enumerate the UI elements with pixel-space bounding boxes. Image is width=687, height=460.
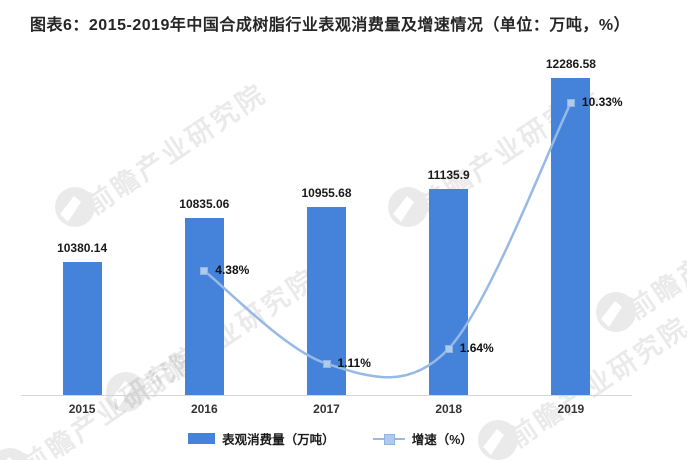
legend: 表观消费量（万吨） 增速（%） [0, 429, 674, 448]
line-marker [444, 344, 453, 353]
legend-label-consumption: 表观消费量（万吨） [222, 433, 335, 447]
line-marker [566, 98, 575, 107]
bar-value-label: 12286.58 [545, 57, 596, 72]
line-marker [200, 267, 209, 276]
x-axis-label: 2017 [313, 402, 340, 416]
bar-series-swatch-icon [188, 433, 216, 444]
bar-value-label: 10955.68 [301, 185, 352, 200]
legend-item-growth: 增速（%） [372, 429, 473, 448]
growth-value-label: 4.38% [215, 263, 250, 278]
growth-value-label: 10.33% [581, 94, 623, 109]
bar-value-label: 11135.9 [427, 168, 470, 183]
bar-2015 [62, 262, 102, 395]
legend-item-consumption: 表观消费量（万吨） [188, 429, 335, 448]
bar-value-label: 10835.06 [179, 197, 230, 212]
x-axis-line [21, 395, 632, 396]
x-axis-label: 2019 [557, 402, 585, 416]
line-marker [322, 359, 331, 368]
line-series-swatch-icon [372, 434, 405, 445]
page-title: 图表6：2015-2019年中国合成树脂行业表观消费量及增速情况（单位：万吨，%… [30, 17, 631, 34]
growth-value-label: 1.11% [337, 355, 371, 370]
x-axis-label: 2016 [190, 402, 218, 416]
bar-2016 [184, 218, 224, 395]
x-axis-label: 2015 [68, 402, 96, 416]
bar-value-label: 10380.14 [57, 241, 108, 256]
x-axis-label: 2018 [435, 402, 463, 416]
legend-label-growth: 增速（%） [411, 433, 473, 447]
growth-value-label: 1.64% [459, 340, 494, 355]
